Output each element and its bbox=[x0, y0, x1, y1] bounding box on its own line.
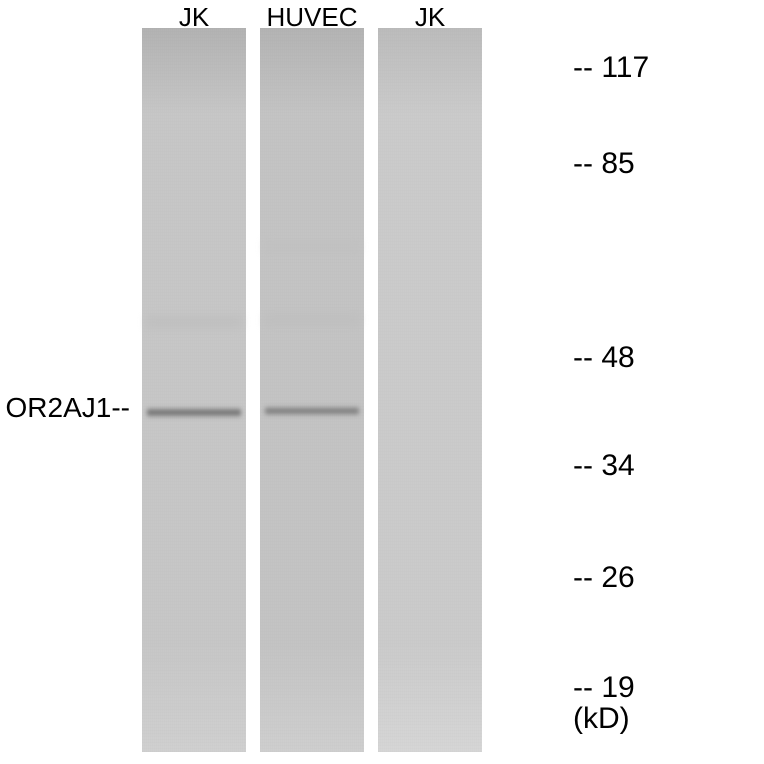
lane-bg bbox=[378, 28, 482, 752]
faint-band bbox=[146, 315, 242, 329]
ladder-tick-26: -- 26 bbox=[573, 563, 635, 593]
faint-band bbox=[264, 313, 360, 327]
band-annotation-text: OR2AJ1 bbox=[6, 392, 112, 423]
target-band bbox=[265, 406, 359, 416]
ladder-tick-19: -- 19 bbox=[573, 673, 635, 703]
ladder-tick-85: -- 85 bbox=[573, 149, 635, 179]
ladder-tick-48: -- 48 bbox=[573, 343, 635, 373]
lane-bg bbox=[142, 28, 246, 752]
ladder-tick-34: -- 34 bbox=[573, 451, 635, 481]
lane-0 bbox=[142, 28, 246, 752]
lane-1 bbox=[260, 28, 364, 752]
lane-2 bbox=[378, 28, 482, 752]
target-band bbox=[147, 407, 241, 418]
lane-bg bbox=[260, 28, 364, 752]
ladder-unit-label: (kD) bbox=[573, 702, 630, 736]
ladder-tick-117: -- 117 bbox=[573, 53, 649, 83]
faint-band bbox=[264, 240, 360, 254]
band-annotation-label: OR2AJ1-- bbox=[6, 392, 130, 424]
